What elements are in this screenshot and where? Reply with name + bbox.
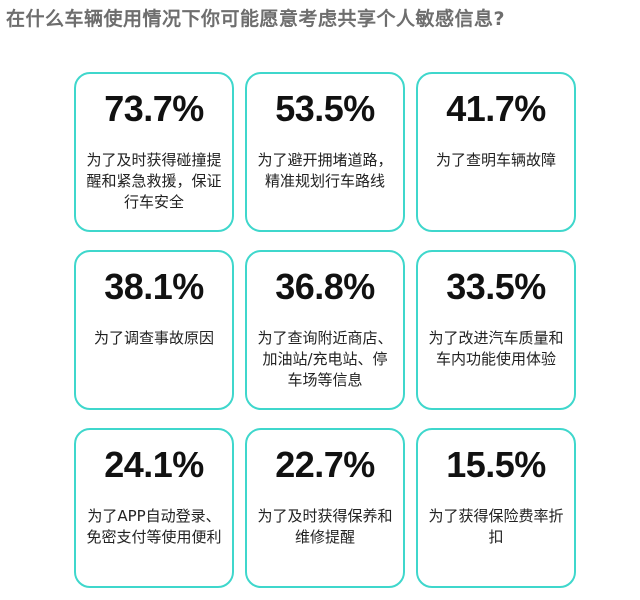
stat-card: 73.7% 为了及时获得碰撞提醒和紧急救援，保证行车安全 xyxy=(74,72,234,232)
stat-label: 为了获得保险费率折扣 xyxy=(428,507,564,546)
stat-card: 38.1% 为了调查事故原因 xyxy=(74,250,234,410)
stat-value: 41.7% xyxy=(446,88,546,129)
stat-grid: 73.7% 为了及时获得碰撞提醒和紧急救援，保证行车安全 53.5% 为了避开拥… xyxy=(74,72,576,596)
stat-value: 38.1% xyxy=(104,266,204,307)
stat-card: 33.5% 为了改进汽车质量和车内功能使用体验 xyxy=(416,250,576,410)
stat-value: 53.5% xyxy=(275,88,375,129)
stat-card: 24.1% 为了APP自动登录、免密支付等使用便利 xyxy=(74,428,234,588)
stat-label: 为了避开拥堵道路，精准规划行车路线 xyxy=(257,151,393,190)
stat-label: 为了及时获得碰撞提醒和紧急救援，保证行车安全 xyxy=(86,151,222,211)
stat-card: 22.7% 为了及时获得保养和维修提醒 xyxy=(245,428,405,588)
stat-label: 为了APP自动登录、免密支付等使用便利 xyxy=(86,507,222,546)
stat-label: 为了调查事故原因 xyxy=(93,329,214,347)
stat-card: 36.8% 为了查询附近商店、加油站/充电站、停车场等信息 xyxy=(245,250,405,410)
stat-value: 24.1% xyxy=(104,444,204,485)
stat-card: 15.5% 为了获得保险费率折扣 xyxy=(416,428,576,588)
stat-label: 为了查询附近商店、加油站/充电站、停车场等信息 xyxy=(257,329,393,389)
stat-label: 为了查明车辆故障 xyxy=(435,151,556,169)
stat-value: 36.8% xyxy=(275,266,375,307)
stat-value: 33.5% xyxy=(446,266,546,307)
stat-value: 22.7% xyxy=(275,444,375,485)
stat-label: 为了改进汽车质量和车内功能使用体验 xyxy=(428,329,564,368)
stat-label: 为了及时获得保养和维修提醒 xyxy=(257,507,393,546)
stat-card: 41.7% 为了查明车辆故障 xyxy=(416,72,576,232)
stat-value: 15.5% xyxy=(446,444,546,485)
stat-value: 73.7% xyxy=(104,88,204,129)
chart-title: 在什么车辆使用情况下你可能愿意考虑共享个人敏感信息? xyxy=(6,8,506,30)
stat-card: 53.5% 为了避开拥堵道路，精准规划行车路线 xyxy=(245,72,405,232)
